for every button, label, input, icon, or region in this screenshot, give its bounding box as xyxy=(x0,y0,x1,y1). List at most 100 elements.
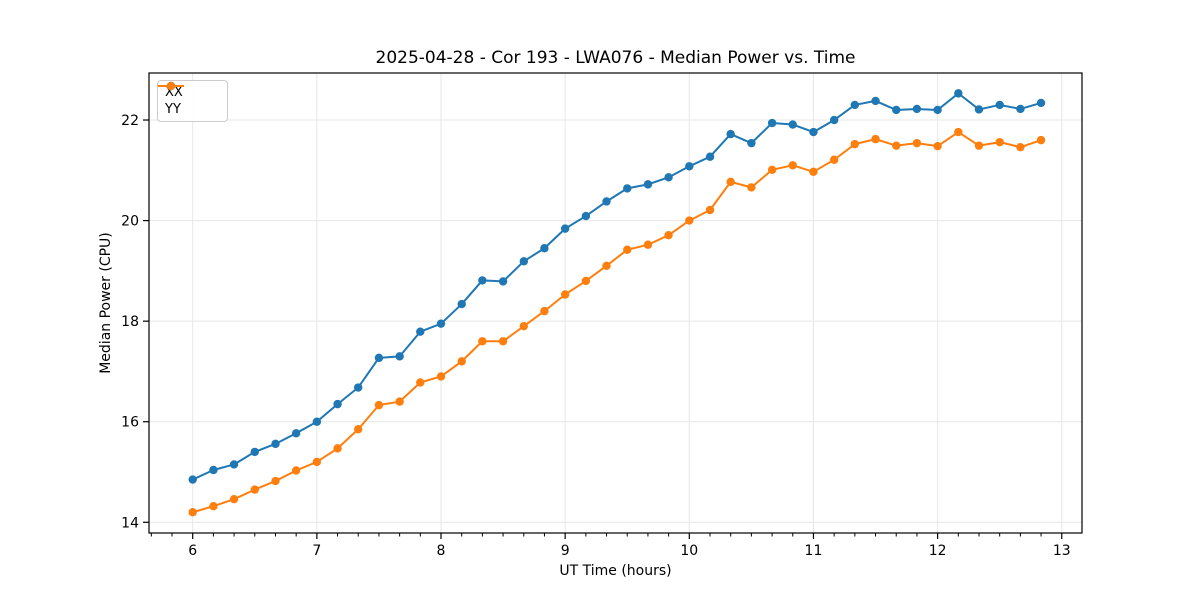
data-point xyxy=(705,152,715,161)
tick-label: 13 xyxy=(1053,543,1071,559)
data-point xyxy=(685,162,694,171)
data-point xyxy=(374,353,384,363)
tick-label: 12 xyxy=(929,543,947,559)
data-point xyxy=(395,352,404,361)
data-point xyxy=(871,134,880,144)
data-point xyxy=(540,306,549,316)
data-point xyxy=(995,100,1004,110)
data-point xyxy=(933,141,942,151)
data-point xyxy=(726,177,735,187)
data-point xyxy=(954,89,963,98)
data-point xyxy=(829,155,839,164)
x-axis-label: UT Time (hours) xyxy=(559,563,672,579)
data-point xyxy=(498,337,508,346)
data-point xyxy=(809,127,818,137)
data-point xyxy=(892,141,901,150)
data-point xyxy=(209,502,218,511)
tick-label: 22 xyxy=(121,113,139,129)
data-point xyxy=(354,383,363,392)
data-point xyxy=(519,257,529,266)
data-point xyxy=(643,180,653,189)
data-point xyxy=(271,476,280,486)
series-line-yy xyxy=(192,131,1042,514)
data-point xyxy=(229,494,239,504)
data-point xyxy=(1016,104,1025,114)
data-point xyxy=(850,139,859,149)
data-point xyxy=(436,319,446,328)
data-point xyxy=(623,245,632,254)
data-point xyxy=(457,299,466,309)
data-point xyxy=(685,216,694,225)
axis-ticks: 6 7 8 9 10 11 12 13 14 16 18 20 22 xyxy=(121,113,1071,559)
data-point xyxy=(1036,98,1046,108)
data-point xyxy=(933,105,942,115)
data-point xyxy=(912,104,922,114)
data-point xyxy=(312,417,322,426)
data-point xyxy=(395,397,404,406)
data-point xyxy=(291,429,301,438)
data-point xyxy=(519,321,529,331)
tick-label: 20 xyxy=(121,214,139,230)
data-point xyxy=(333,399,342,409)
data-point xyxy=(540,244,549,253)
data-point xyxy=(767,165,777,174)
tick-label: 14 xyxy=(121,515,139,531)
legend: XX YY xyxy=(157,80,228,122)
data-point xyxy=(809,167,818,177)
data-point xyxy=(188,508,197,517)
data-point xyxy=(333,444,342,453)
data-point xyxy=(250,485,259,494)
data-point xyxy=(271,439,280,449)
data-point xyxy=(581,211,591,221)
data-point xyxy=(312,457,322,467)
legend-label-yy: YY xyxy=(165,102,181,118)
data-point xyxy=(726,129,735,139)
y-axis-label: Median Power (CPU) xyxy=(98,232,114,374)
data-point xyxy=(560,224,570,233)
data-point xyxy=(416,378,425,387)
tick-label: 10 xyxy=(680,543,698,559)
data-point xyxy=(291,466,301,475)
series-yy xyxy=(188,127,1046,517)
data-point xyxy=(478,337,487,346)
data-point xyxy=(788,161,797,170)
data-point xyxy=(912,138,922,148)
data-point xyxy=(892,105,901,115)
data-point xyxy=(602,197,611,206)
data-point xyxy=(229,460,239,469)
data-point xyxy=(871,96,880,106)
data-point xyxy=(974,141,984,150)
data-point xyxy=(664,173,673,182)
data-point xyxy=(250,447,259,457)
tick-label: 18 xyxy=(121,314,139,330)
data-point xyxy=(623,184,632,193)
data-point xyxy=(209,465,218,475)
data-point xyxy=(850,100,859,110)
data-point xyxy=(788,120,797,129)
legend-item-yy: YY xyxy=(158,81,220,118)
data-point xyxy=(374,400,384,410)
plot-border xyxy=(148,72,1083,534)
data-point xyxy=(1016,142,1025,152)
data-point xyxy=(767,118,777,128)
tick-label: 11 xyxy=(805,543,823,559)
data-point xyxy=(954,127,963,137)
data-point xyxy=(436,372,446,381)
legend-line-yy-icon xyxy=(158,81,184,91)
data-point xyxy=(747,138,756,148)
data-point xyxy=(354,425,363,434)
data-point xyxy=(416,327,425,336)
series-xx xyxy=(188,89,1046,484)
tick-label: 6 xyxy=(188,543,197,559)
data-point xyxy=(664,230,673,240)
data-point xyxy=(581,276,591,286)
data-point xyxy=(643,240,653,249)
data-point xyxy=(560,290,570,299)
data-point xyxy=(478,276,487,285)
grid xyxy=(149,73,1082,533)
tick-label: 16 xyxy=(121,415,139,431)
data-point xyxy=(457,357,466,366)
data-point xyxy=(188,475,197,484)
